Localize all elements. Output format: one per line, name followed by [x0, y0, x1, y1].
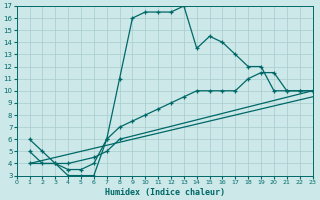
X-axis label: Humidex (Indice chaleur): Humidex (Indice chaleur)	[105, 188, 225, 197]
